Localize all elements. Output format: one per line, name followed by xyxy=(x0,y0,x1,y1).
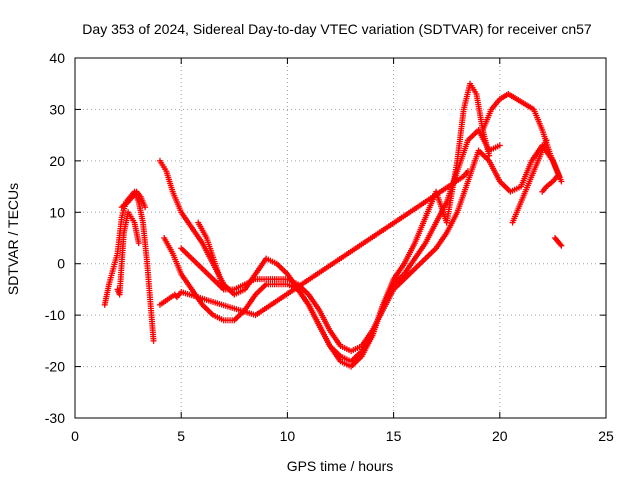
x-tick-label: 25 xyxy=(598,428,614,444)
series-arc-b xyxy=(161,127,503,365)
data-point xyxy=(496,142,503,149)
series-early-3 xyxy=(118,188,149,211)
x-ticks: 0 5 10 15 20 25 xyxy=(71,58,614,444)
data-point xyxy=(142,204,149,211)
data-point xyxy=(464,168,471,175)
series-arc-d xyxy=(195,219,227,293)
data-point xyxy=(558,178,565,185)
x-tick-label: 20 xyxy=(492,428,508,444)
y-tick-label: -30 xyxy=(45,410,65,426)
grid xyxy=(75,58,606,418)
series-early-2 xyxy=(114,209,142,298)
x-tick-label: 15 xyxy=(386,428,402,444)
data-point xyxy=(557,241,564,248)
plot-frame xyxy=(74,57,607,419)
y-tick-label: 10 xyxy=(49,204,65,220)
data-point xyxy=(486,152,493,159)
x-axis-label: GPS time / hours xyxy=(287,458,394,474)
x-tick-label: 5 xyxy=(177,428,185,444)
chart-title: Day 353 of 2024, Sidereal Day-to-day VTE… xyxy=(82,21,592,37)
data-point xyxy=(220,286,227,293)
x-tick-label: 0 xyxy=(71,428,79,444)
data-point xyxy=(150,337,157,344)
series-late-2 xyxy=(552,235,565,249)
data-point xyxy=(554,173,561,180)
series-arc-f xyxy=(509,137,550,226)
y-axis-label: SDTVAR / TECUs xyxy=(5,183,21,295)
data-point xyxy=(135,240,142,247)
y-tick-label: -20 xyxy=(45,359,65,375)
y-tick-label: 30 xyxy=(49,101,65,117)
y-tick-label: 40 xyxy=(49,50,65,66)
series-arc-e xyxy=(479,91,563,180)
series-arc-c xyxy=(178,142,565,355)
data-point xyxy=(558,242,565,249)
series-arc-a xyxy=(156,80,493,370)
data-point xyxy=(543,137,550,144)
y-ticks: -30 -20 -10 0 10 20 30 40 xyxy=(45,50,606,426)
y-tick-label: 0 xyxy=(57,256,65,272)
y-tick-label: -10 xyxy=(45,307,65,323)
y-tick-label: 20 xyxy=(49,153,65,169)
series-late xyxy=(539,173,561,195)
series-scattered xyxy=(156,168,471,319)
x-tick-label: 10 xyxy=(280,428,296,444)
data-points xyxy=(101,80,565,370)
